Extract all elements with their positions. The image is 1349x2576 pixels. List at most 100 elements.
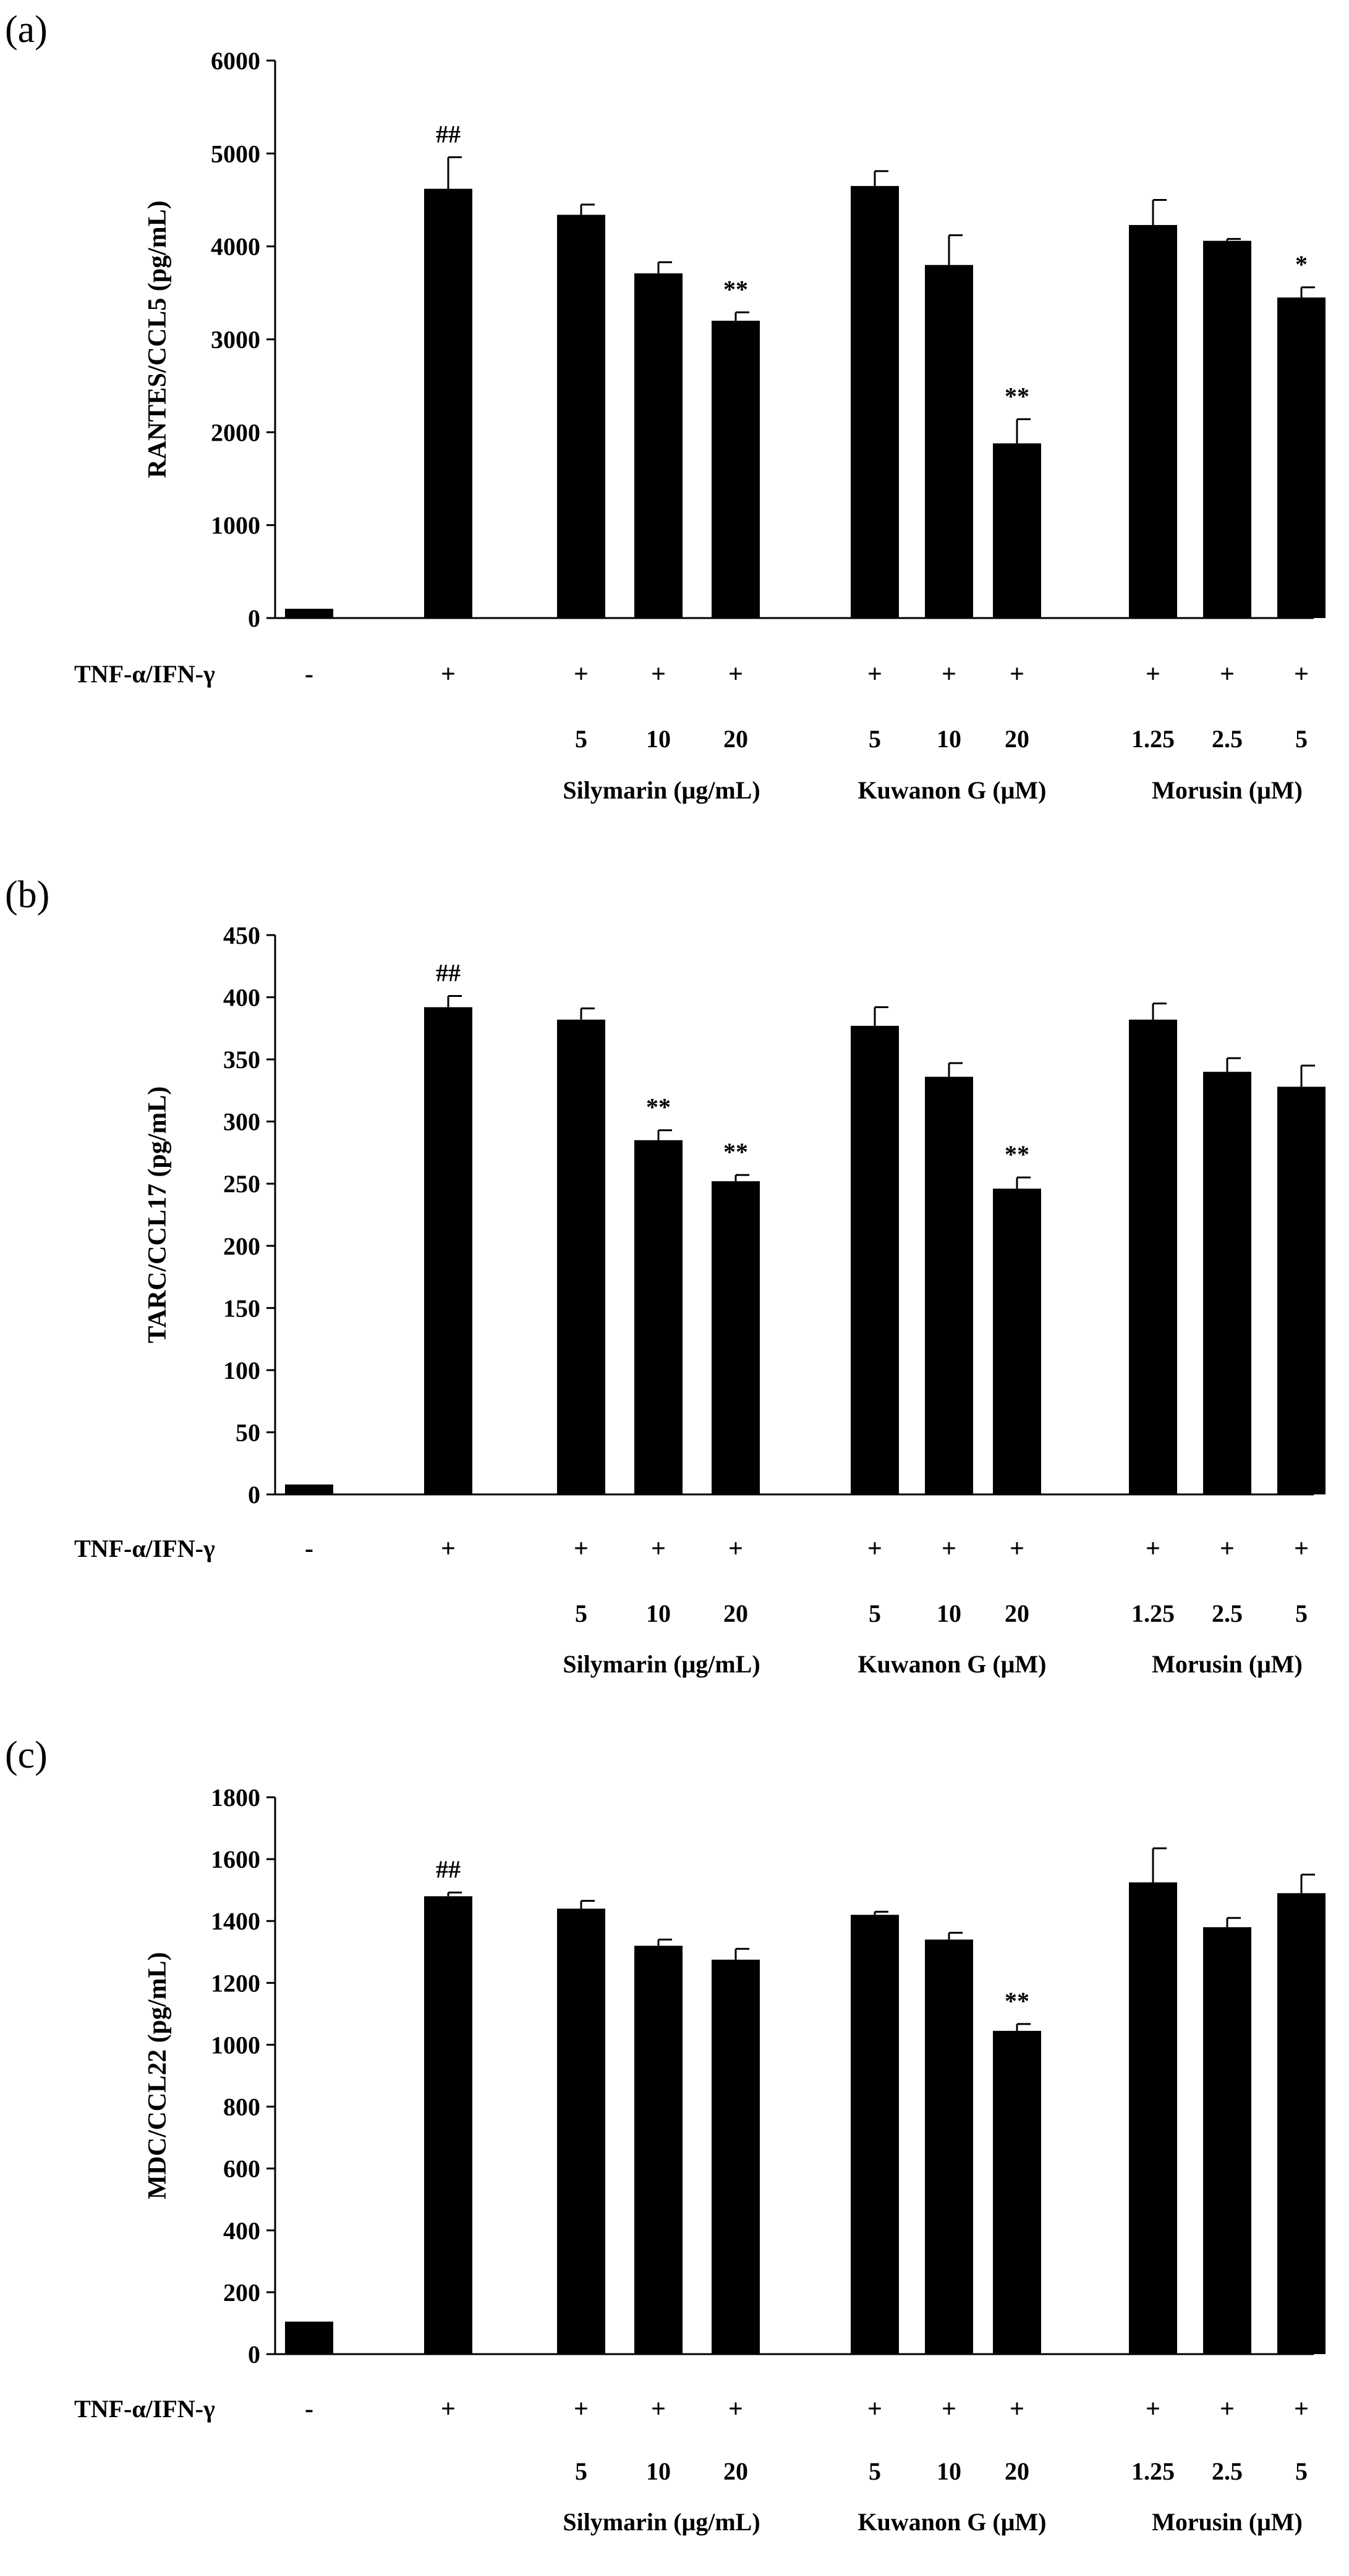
- bar: [1277, 1087, 1326, 1494]
- y-tick-label: 4000: [211, 233, 260, 261]
- panel-label: (c): [5, 1734, 48, 1776]
- bar: [851, 1025, 899, 1494]
- y-axis-title: MDC/CCL22 (pg/mL): [143, 1952, 172, 2199]
- y-tick-label: 400: [223, 984, 260, 1012]
- significance-mark: *: [1295, 250, 1308, 278]
- treatment-sign: +: [1146, 1535, 1160, 1563]
- dose-label: 20: [1005, 1599, 1029, 1627]
- bar: [1277, 1893, 1326, 2354]
- treatment-sign: +: [574, 2395, 589, 2423]
- treatment-sign: +: [651, 1535, 666, 1563]
- bar: [925, 1939, 973, 2354]
- dose-label: 10: [646, 725, 671, 753]
- group-label: Kuwanon G (μM): [858, 2508, 1047, 2536]
- significance-mark: **: [723, 275, 748, 303]
- bar: [557, 1019, 605, 1494]
- bar: [925, 1077, 973, 1494]
- treatment-sign: +: [1294, 660, 1309, 688]
- dose-label: 5: [869, 2457, 881, 2485]
- significance-mark: **: [646, 1093, 671, 1121]
- significance-mark: **: [1005, 382, 1029, 410]
- treatment-sign: +: [1220, 2395, 1235, 2423]
- dose-label: 5: [575, 1599, 587, 1627]
- bar: [851, 185, 899, 618]
- bar: [1203, 240, 1251, 618]
- dose-label: 5: [575, 2457, 587, 2485]
- treatment-sign: +: [728, 660, 743, 688]
- y-axis-title: RANTES/CCL5 (pg/mL): [143, 200, 172, 478]
- chart-panel-c: (c) 0 200 400 600 800 1000 1200 1400 1600 1800 MDC/…: [5, 1734, 1326, 2536]
- dose-label: 1.25: [1131, 2457, 1175, 2485]
- panel-label: (a): [5, 9, 48, 51]
- bar: [712, 320, 760, 618]
- y-tick-label: 50: [236, 1418, 260, 1446]
- significance-mark: **: [1005, 1987, 1029, 2015]
- dose-label: 2.5: [1212, 2457, 1243, 2485]
- bar: [1277, 297, 1326, 619]
- treatment-sign: +: [867, 2395, 882, 2423]
- dose-label: 20: [1005, 2457, 1029, 2485]
- y-tick-label: 2000: [211, 418, 260, 446]
- bar: [285, 1484, 333, 1494]
- dose-label: 20: [1005, 725, 1029, 753]
- dose-label: 10: [937, 2457, 961, 2485]
- treatment-sign: +: [728, 2395, 743, 2423]
- group-label: Silymarin (μg/mL): [563, 1650, 760, 1678]
- bar: [1129, 225, 1177, 619]
- bar: [634, 1946, 683, 2354]
- group-label: Kuwanon G (μM): [858, 1650, 1047, 1678]
- bar: [1203, 1927, 1251, 2354]
- dose-label: 5: [1295, 725, 1308, 753]
- significance-mark: **: [1005, 1140, 1029, 1168]
- group-label: Morusin (μM): [1152, 1650, 1303, 1678]
- y-tick-label: 1000: [211, 2031, 260, 2059]
- treatment-sign: +: [1010, 2395, 1024, 2423]
- treatment-sign: +: [1294, 2395, 1309, 2423]
- treatment-sign: +: [651, 660, 666, 688]
- treatment-sign: +: [441, 2395, 456, 2423]
- dose-label: 2.5: [1212, 725, 1243, 753]
- bar: [925, 265, 973, 618]
- bar: [634, 1140, 683, 1494]
- bar: [424, 1896, 472, 2354]
- group-label: Silymarin (μg/mL): [563, 776, 760, 804]
- dose-label: 20: [723, 2457, 748, 2485]
- y-tick-label: 250: [223, 1170, 260, 1198]
- y-tick-label: 0: [248, 2341, 260, 2368]
- bar: [1129, 1882, 1177, 2354]
- dose-label: 5: [869, 725, 881, 753]
- treatment-sign: -: [305, 1535, 313, 1563]
- treatment-sign: +: [441, 660, 456, 688]
- y-tick-label: 150: [223, 1294, 260, 1322]
- treatment-sign: +: [1146, 2395, 1160, 2423]
- bar: [851, 1915, 899, 2354]
- dose-label: 1.25: [1131, 1599, 1175, 1627]
- y-tick-label: 1000: [211, 512, 260, 540]
- significance-mark: ##: [436, 120, 461, 148]
- y-tick-label: 600: [223, 2155, 260, 2183]
- y-tick-label: 6000: [211, 47, 260, 75]
- y-tick-label: 3000: [211, 326, 260, 354]
- treatment-sign: +: [1146, 660, 1160, 688]
- bar: [424, 1007, 472, 1494]
- treatment-sign: -: [305, 2395, 313, 2423]
- treatment-sign: +: [942, 1535, 956, 1563]
- treatment-label: TNF-α/IFN-γ: [74, 2395, 215, 2423]
- dose-label: 1.25: [1131, 725, 1175, 753]
- bar: [557, 214, 605, 618]
- treatment-sign: +: [1220, 660, 1235, 688]
- bar: [557, 1909, 605, 2354]
- treatment-sign: +: [574, 1535, 589, 1563]
- group-label: Silymarin (μg/mL): [563, 2508, 760, 2536]
- y-tick-label: 5000: [211, 140, 260, 167]
- dose-label: 10: [937, 725, 961, 753]
- significance-mark: ##: [436, 959, 461, 987]
- group-label: Kuwanon G (μM): [858, 776, 1047, 804]
- treatment-sign: +: [867, 660, 882, 688]
- y-tick-label: 300: [223, 1108, 260, 1136]
- dose-label: 5: [1295, 1599, 1308, 1627]
- dose-label: 5: [575, 725, 587, 753]
- y-tick-label: 100: [223, 1357, 260, 1384]
- dose-label: 20: [723, 1599, 748, 1627]
